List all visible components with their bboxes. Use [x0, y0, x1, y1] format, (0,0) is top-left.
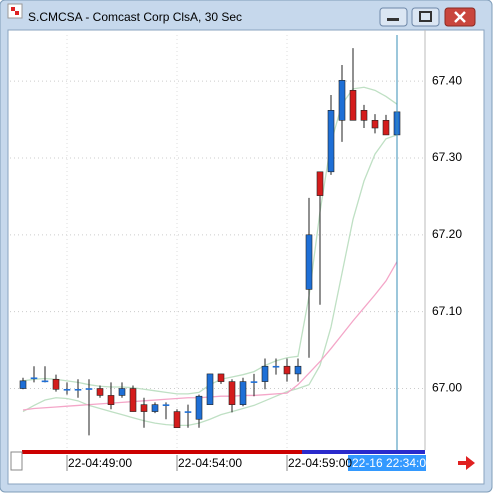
candle-body	[41, 380, 49, 383]
candle-body	[184, 411, 192, 413]
candle-body	[140, 404, 148, 412]
window-title: S.CMCSA - Comcast Corp ClsA, 30 Sec	[28, 10, 242, 24]
candle-body	[349, 90, 357, 121]
icon-dot	[15, 11, 19, 15]
candle-body	[74, 388, 82, 391]
candle-body	[195, 395, 203, 420]
candle-body	[371, 120, 379, 129]
minimize-button[interactable]	[379, 7, 408, 27]
candle-body	[129, 388, 137, 412]
candle-body	[261, 365, 269, 382]
y-tick-label: 67.10	[432, 304, 462, 318]
cursor-label-box	[348, 455, 426, 471]
candle-body	[52, 378, 60, 390]
close-icon	[454, 11, 466, 23]
y-tick-label: 67.00	[432, 381, 462, 395]
bottom-bar	[22, 450, 302, 454]
maximize-button[interactable]	[411, 7, 440, 27]
candle-body	[338, 80, 346, 121]
bottom-bar	[302, 450, 425, 454]
minimize-icon	[387, 18, 399, 21]
x-tick-label: 22-04:59:00	[288, 456, 352, 470]
candle-body	[162, 404, 170, 406]
candle-body	[206, 373, 214, 405]
x-tick-label: 22-04:54:00	[178, 456, 242, 470]
candle-body	[173, 411, 181, 429]
candle-body	[305, 234, 313, 290]
candle-body	[19, 380, 27, 389]
candle-body	[85, 388, 93, 390]
candle-body	[96, 388, 104, 396]
candle-body	[228, 381, 236, 405]
maximize-icon	[419, 11, 432, 22]
client-area	[7, 29, 485, 485]
cursor-label: 7-22-16 22:34:00	[341, 456, 433, 470]
candle-body	[382, 120, 390, 136]
candle-body	[250, 381, 258, 383]
candle-body	[327, 110, 335, 173]
x-tick-label: 22-04:49:00	[68, 456, 132, 470]
y-tick-label: 67.30	[432, 150, 462, 164]
candle-body	[272, 365, 280, 368]
candle-body	[30, 377, 38, 380]
candle-body	[294, 365, 302, 375]
candle-body	[118, 388, 126, 396]
y-tick-label: 67.20	[432, 227, 462, 241]
candle-body	[151, 404, 159, 412]
candle-body	[239, 381, 247, 405]
candle-body	[63, 388, 71, 391]
candle-body	[283, 365, 291, 375]
icon-dot	[11, 7, 15, 11]
candle-body	[360, 110, 368, 121]
y-tick-label: 67.40	[432, 73, 462, 87]
scroll-arrow[interactable]	[458, 456, 475, 470]
candle-body	[217, 373, 225, 382]
overlay-line	[22, 134, 398, 427]
candle-body	[107, 395, 115, 405]
candle-body	[316, 171, 324, 196]
scroll-box[interactable]	[10, 451, 23, 471]
